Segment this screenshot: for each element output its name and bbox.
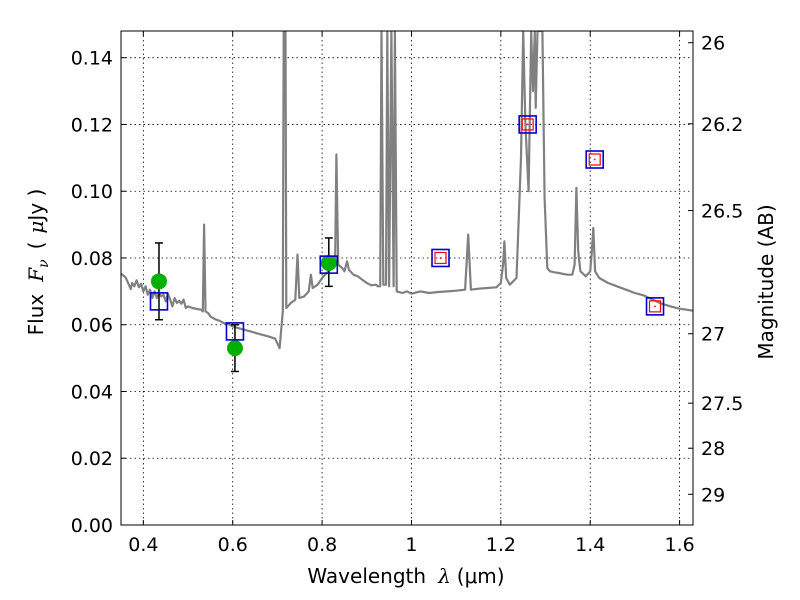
series-observed-flux	[150, 254, 337, 357]
model-band-flux-square	[585, 150, 604, 169]
upper-limit-square	[434, 251, 447, 265]
y-tick-label: 0.14	[71, 48, 113, 70]
y-tick-label: 0.02	[71, 448, 113, 470]
series-model-band-flux	[149, 115, 665, 341]
upper-limit-square	[648, 300, 662, 313]
x-tick-label: 1.6	[664, 534, 694, 556]
observed-flux-point	[320, 254, 337, 271]
plot-frame	[120, 30, 694, 526]
x-tick-label: 0.6	[218, 534, 248, 556]
model-band-flux-square	[225, 322, 245, 341]
axis-ticks	[121, 31, 693, 526]
model-band-flux-square	[645, 297, 665, 316]
x-axis-title: Wavelength λ (μm)	[307, 564, 504, 588]
observed-flux-point	[226, 340, 243, 357]
model-band-flux-square	[319, 255, 339, 274]
y2-axis-title: Magnitude (AB)	[754, 204, 778, 359]
y2-tick-label: 26	[701, 33, 725, 55]
upper-limit-center	[439, 257, 442, 259]
upper-limit-square	[521, 118, 534, 131]
y2-tick-label: 27	[701, 324, 725, 346]
x-tick-label: 0.8	[307, 534, 337, 556]
y2-tick-label: 26.2	[701, 114, 743, 136]
y2-tick-label: 28	[701, 438, 725, 460]
y2-tick-label: 26.5	[701, 201, 743, 223]
y-tick-label: 0.08	[71, 248, 113, 270]
observed-flux-point	[150, 273, 167, 290]
series-model-spectrum	[121, 31, 693, 350]
y-tick-label: 0.12	[71, 114, 113, 136]
y-tick-label: 0.10	[71, 181, 113, 203]
model-band-flux-square	[431, 248, 450, 268]
y2-tick-labels: 26 26.2 26.5 27 27.5 28 29	[701, 33, 743, 507]
y2-tick-label: 29	[701, 484, 725, 506]
y-tick-labels: 0.00 0.02 0.04 0.06 0.08 0.10 0.12 0.14	[71, 48, 113, 537]
x-tick-label: 1.2	[486, 534, 516, 556]
upper-limit-center	[654, 305, 656, 308]
x-tick-label: 1	[405, 534, 417, 556]
x-tick-labels: 0.4 0.6 0.8 1 1.2 1.4 1.6	[128, 534, 694, 556]
upper-limit-center	[593, 158, 596, 161]
y-tick-label: 0.06	[71, 315, 113, 337]
y2-tick-label: 27.5	[701, 393, 743, 415]
y-axis-title: FluxFν(μJy )	[24, 189, 52, 336]
x-tick-label: 0.4	[128, 534, 158, 556]
upper-limit-center	[526, 123, 529, 126]
y-tick-label: 0.00	[71, 515, 113, 537]
plot-area	[121, 31, 693, 373]
model-band-flux-square	[149, 292, 169, 311]
x-tick-label: 1.4	[575, 534, 605, 556]
model-band-flux-square	[518, 115, 537, 134]
series-upper-limits	[434, 118, 662, 313]
upper-limit-square	[588, 153, 601, 166]
y-tick-label: 0.04	[71, 381, 113, 403]
